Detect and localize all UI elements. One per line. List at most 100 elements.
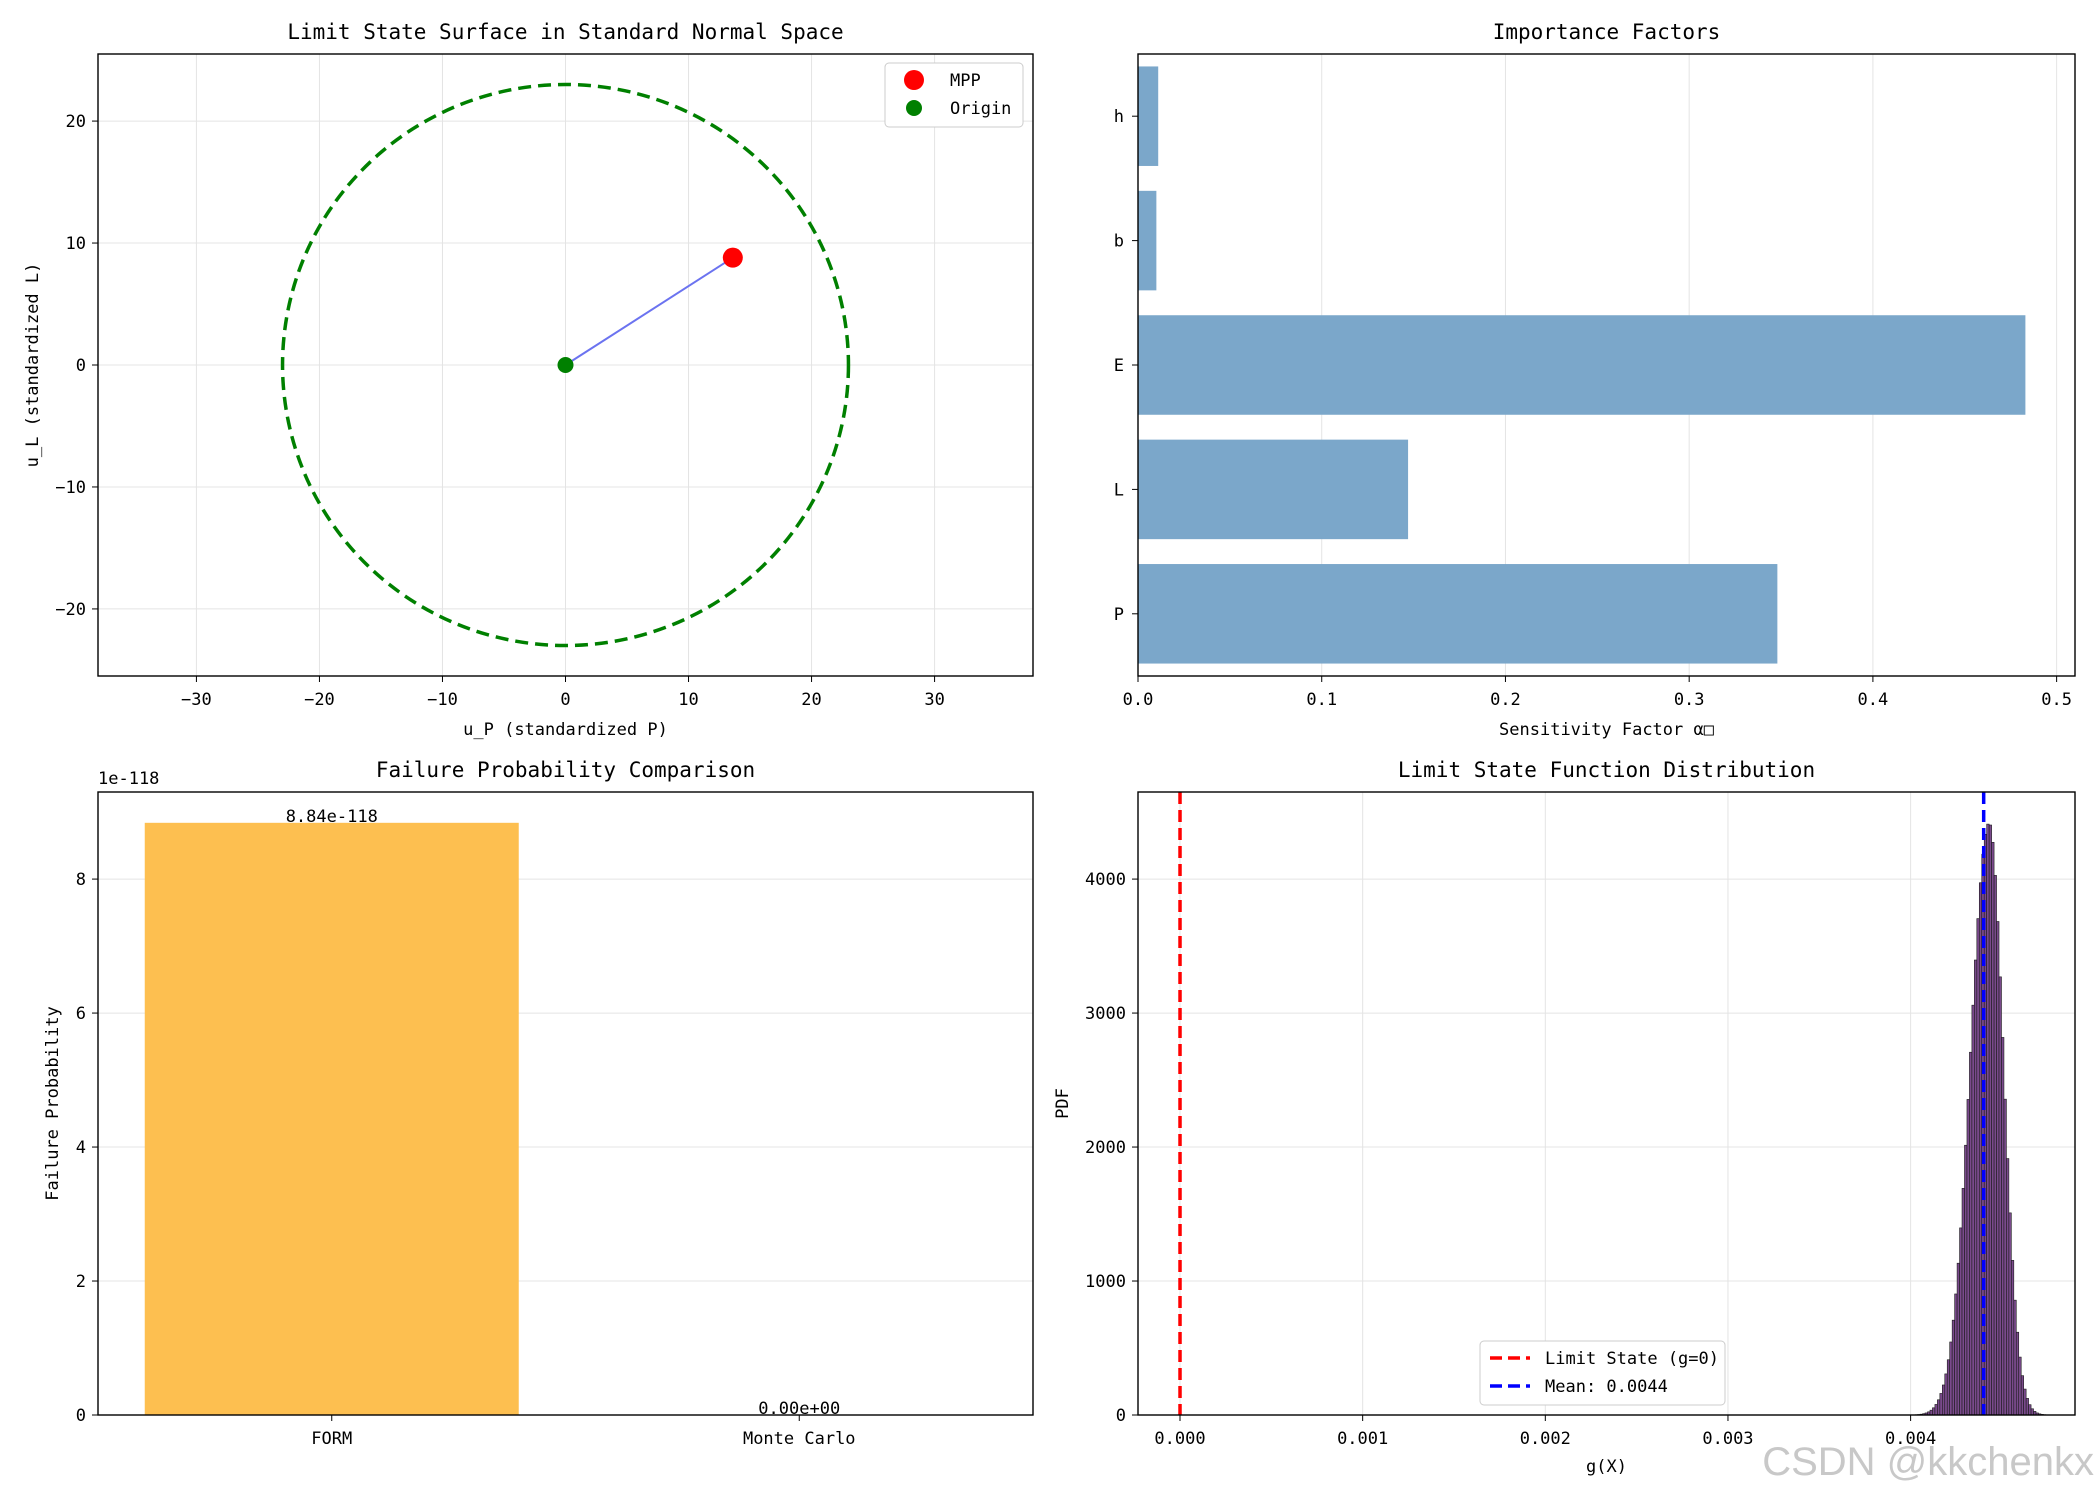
plot2-xlabel: Sensitivity Factor α□ [1499,720,1715,740]
histogram-bar [1942,1384,1946,1416]
x-tick-label: 20 [801,690,821,710]
histogram-bar [1929,1409,1933,1416]
y-tick-label: 4 [76,1138,86,1158]
histogram-bar [1971,1004,1975,1416]
watermark: CSDN @kkchenkx [1762,1440,2094,1484]
category-label-P: P [1114,605,1124,625]
origin-point [557,357,574,373]
y-tick-label: 2000 [1085,1138,1126,1158]
x-tick-label: 0.002 [1520,1429,1571,1449]
histogram-bar [1934,1404,1938,1416]
histogram-bar [1974,959,1978,1416]
histogram-bar [1991,842,1995,1416]
x-tick-label: 0.003 [1702,1429,1753,1449]
histogram-bar [2025,1398,2029,1416]
plot4-title: Limit State Function Distribution [1398,758,1815,782]
plot2-frame [1137,53,2076,677]
plot4-frame [1137,791,2076,1416]
offset-label: 1e-118 [98,769,159,789]
plot4-legend [1479,1340,1726,1406]
x-tick-label: 10 [678,690,698,710]
importance-bar-b [1138,190,1157,291]
x-tick-label: 0 [560,690,570,710]
y-tick-label: 4000 [1085,870,1126,890]
histogram-bar [1988,824,1992,1416]
histogram-bar [1951,1319,1955,1416]
importance-bar-L [1138,439,1409,540]
histogram-bar [2018,1356,2022,1416]
histogram-bar [1986,823,1990,1416]
histogram-bar [2006,1158,2010,1416]
histogram-bar [2015,1331,2020,1416]
plot1-title: Limit State Surface in Standard Normal S… [287,20,843,44]
histogram-bar [2003,1098,2007,1416]
category-label: FORM [311,1429,352,1449]
mpp-line [564,256,734,366]
histogram-bar [1944,1373,1948,1416]
x-tick-label: 0.4 [1858,690,1889,710]
histogram-bar [1937,1399,1941,1416]
histogram-bar [1964,1144,1968,1416]
histogram-bar [2030,1408,2034,1416]
x-tick-label: 0.5 [2041,690,2072,710]
x-tick-label: 0.0 [1123,690,1154,710]
x-tick-label: −10 [427,690,458,710]
plot3-ylabel: Failure Probability [43,1006,63,1200]
histogram-bar [2013,1299,2017,1416]
category-label: Monte Carlo [743,1429,856,1449]
histogram-bar [1976,918,1980,1416]
plot2-title: Importance Factors [1493,20,1721,44]
category-label-b: b [1114,232,1124,252]
x-tick-label: −20 [304,690,335,710]
histogram-bar [1966,1099,1970,1416]
importance-bar-E [1138,315,2026,415]
plot4-xlabel: g(X) [1586,1457,1627,1477]
histogram-bar [1956,1262,1960,1416]
x-tick-label: 0.001 [1337,1429,1388,1449]
histogram-bar [1932,1407,1936,1416]
y-tick-label: 2 [76,1272,86,1292]
histogram-bar [1978,882,1983,1416]
histogram-bar [1961,1188,1965,1416]
y-tick-label: 8 [76,870,86,890]
legend-line-label: Mean: 0.0044 [1545,1377,1668,1397]
legend-mpp-label: MPP [950,71,981,91]
value-label: 8.84e-118 [286,807,378,827]
plot1-xlabel: u_P (standardized P) [463,720,668,740]
legend-line-label: Limit State (g=0) [1545,1349,1719,1369]
y-tick-label: 3000 [1085,1004,1126,1024]
histogram-bar [1939,1393,1943,1416]
histogram-bar [1959,1227,1963,1416]
histogram-bar [1996,921,2000,1416]
x-tick-label: 0.000 [1154,1429,1205,1449]
x-tick-label: 30 [924,690,944,710]
y-tick-label: 0 [76,1406,86,1426]
plot1-ylabel: u_L (standardized L) [23,263,43,468]
y-tick-label: 0 [1116,1406,1126,1426]
x-tick-label: −30 [181,690,212,710]
legend-origin-label: Origin [950,99,1011,119]
y-tick-label: 0 [76,356,86,376]
histogram-bar [2020,1375,2024,1416]
histogram-bar [1946,1359,1951,1416]
mpp-point [722,247,743,268]
histogram-bar [2011,1260,2015,1416]
histogram-bar [1993,875,1997,1416]
histogram-bar [1949,1341,1953,1416]
legend-mpp-marker [904,70,924,90]
y-tick-label: 20 [66,112,86,132]
y-tick-label: 10 [66,234,86,254]
plot3-title: Failure Probability Comparison [376,758,755,782]
y-tick-label: 6 [76,1004,86,1024]
plot3-frame [97,791,1034,1416]
plot4-ylabel: PDF [1053,1088,1073,1119]
x-tick-label: 0.004 [1885,1429,1936,1449]
category-label-L: L [1114,480,1124,500]
limit-state-circle [280,82,851,648]
category-label-E: E [1114,356,1124,376]
y-tick-label: 1000 [1085,1272,1126,1292]
histogram-bar [2023,1388,2027,1416]
importance-bar-h [1138,66,1159,166]
histogram-bar [1954,1293,1958,1416]
